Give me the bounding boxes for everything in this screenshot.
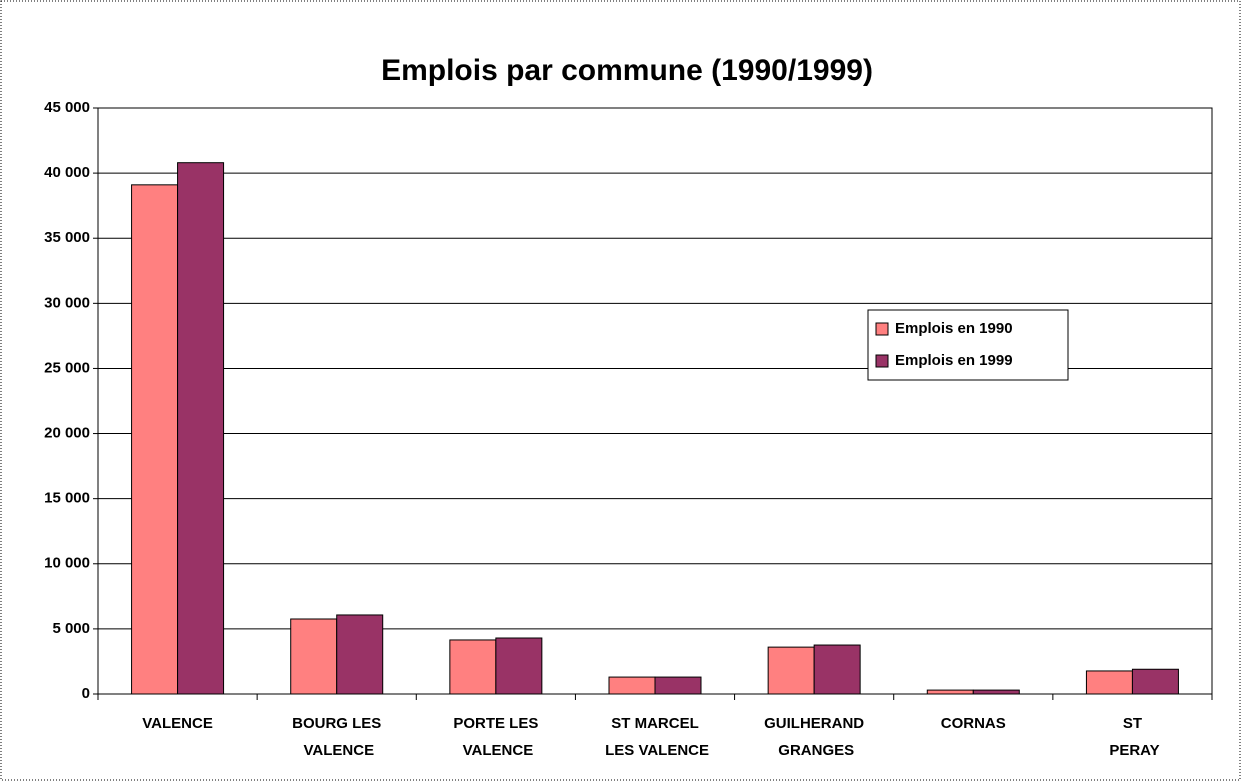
y-tick-label: 40 000 (44, 164, 90, 181)
x-tick-label: ST PERAY (1105, 715, 1159, 759)
legend-label: Emplois en 1990 (895, 320, 1013, 337)
bar (131, 184, 179, 695)
bar (177, 162, 225, 695)
x-tick-label: BOURG LES VALENCE (292, 715, 381, 759)
y-tick-label: 45 000 (44, 99, 90, 116)
x-tick-label: CORNAS (941, 715, 1006, 732)
y-tick-label: 35 000 (44, 229, 90, 246)
legend-swatch (875, 322, 889, 336)
legend-label: Emplois en 1999 (895, 352, 1013, 369)
bar (972, 689, 1020, 695)
y-tick-label: 10 000 (44, 555, 90, 572)
x-tick-label: PORTE LES VALENCE (453, 715, 538, 759)
bar (1085, 670, 1133, 695)
bar (654, 676, 702, 695)
bar (449, 639, 497, 695)
bar (1131, 668, 1179, 695)
y-tick-label: 0 (82, 685, 90, 702)
bar (495, 637, 543, 695)
y-tick-label: 25 000 (44, 359, 90, 376)
bar (767, 646, 815, 695)
y-tick-label: 5 000 (52, 620, 90, 637)
x-tick-label: ST MARCEL LES VALENCE (601, 715, 709, 759)
legend-swatch (875, 354, 889, 368)
x-tick-label: GUILHERAND GRANGES (764, 715, 864, 759)
bar (608, 676, 656, 695)
legend (867, 309, 1069, 381)
x-tick-label: VALENCE (142, 715, 213, 732)
bar (926, 689, 974, 695)
bar (813, 644, 861, 695)
chart-title: Emplois par commune (1990/1999) (381, 54, 873, 87)
bar (336, 614, 384, 695)
plot-area (97, 107, 1213, 695)
y-tick-label: 20 000 (44, 425, 90, 442)
bar (290, 618, 338, 695)
y-tick-label: 30 000 (44, 294, 90, 311)
y-tick-label: 15 000 (44, 490, 90, 507)
